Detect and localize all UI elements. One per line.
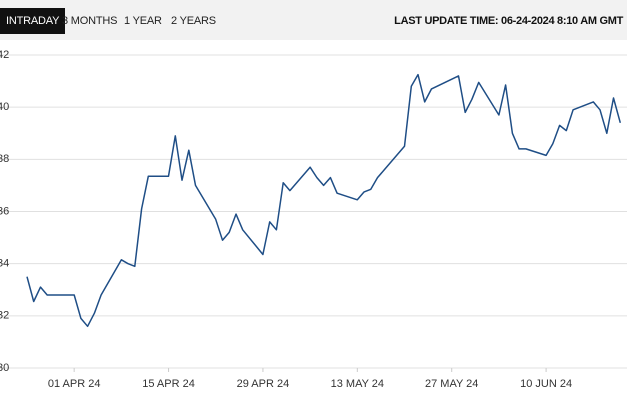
x-tick-label: 13 MAY 24 [331,378,384,390]
y-tick-label: 30 [0,362,9,374]
x-tick-label: 15 APR 24 [142,378,195,390]
y-tick-label: 34 [0,258,9,270]
y-tick-label: 38 [0,153,9,165]
y-tick-label: 32 [0,310,9,322]
y-tick-label: 40 [0,101,9,113]
tab[interactable]: 2 YEARS [171,15,216,27]
tab[interactable]: 3 MONTHS [62,15,118,27]
price-line [26,73,622,328]
x-tick-label: 10 JUN 24 [520,378,572,390]
x-tick-label: 29 APR 24 [237,378,290,390]
y-tick-label: 42 [0,49,9,61]
last-update: LAST UPDATE TIME: 06-24-2024 8:10 AM GMT [394,15,623,27]
top-bar: INTRADAY 3 MONTHS 1 YEAR 2 YEARS LAST UP… [0,0,627,40]
tab[interactable]: 1 YEAR [124,15,162,27]
tab[interactable]: INTRADAY [0,8,66,34]
x-tick-label: 27 MAY 24 [425,378,478,390]
x-tick-label: 01 APR 24 [48,378,101,390]
y-tick-label: 36 [0,205,9,217]
